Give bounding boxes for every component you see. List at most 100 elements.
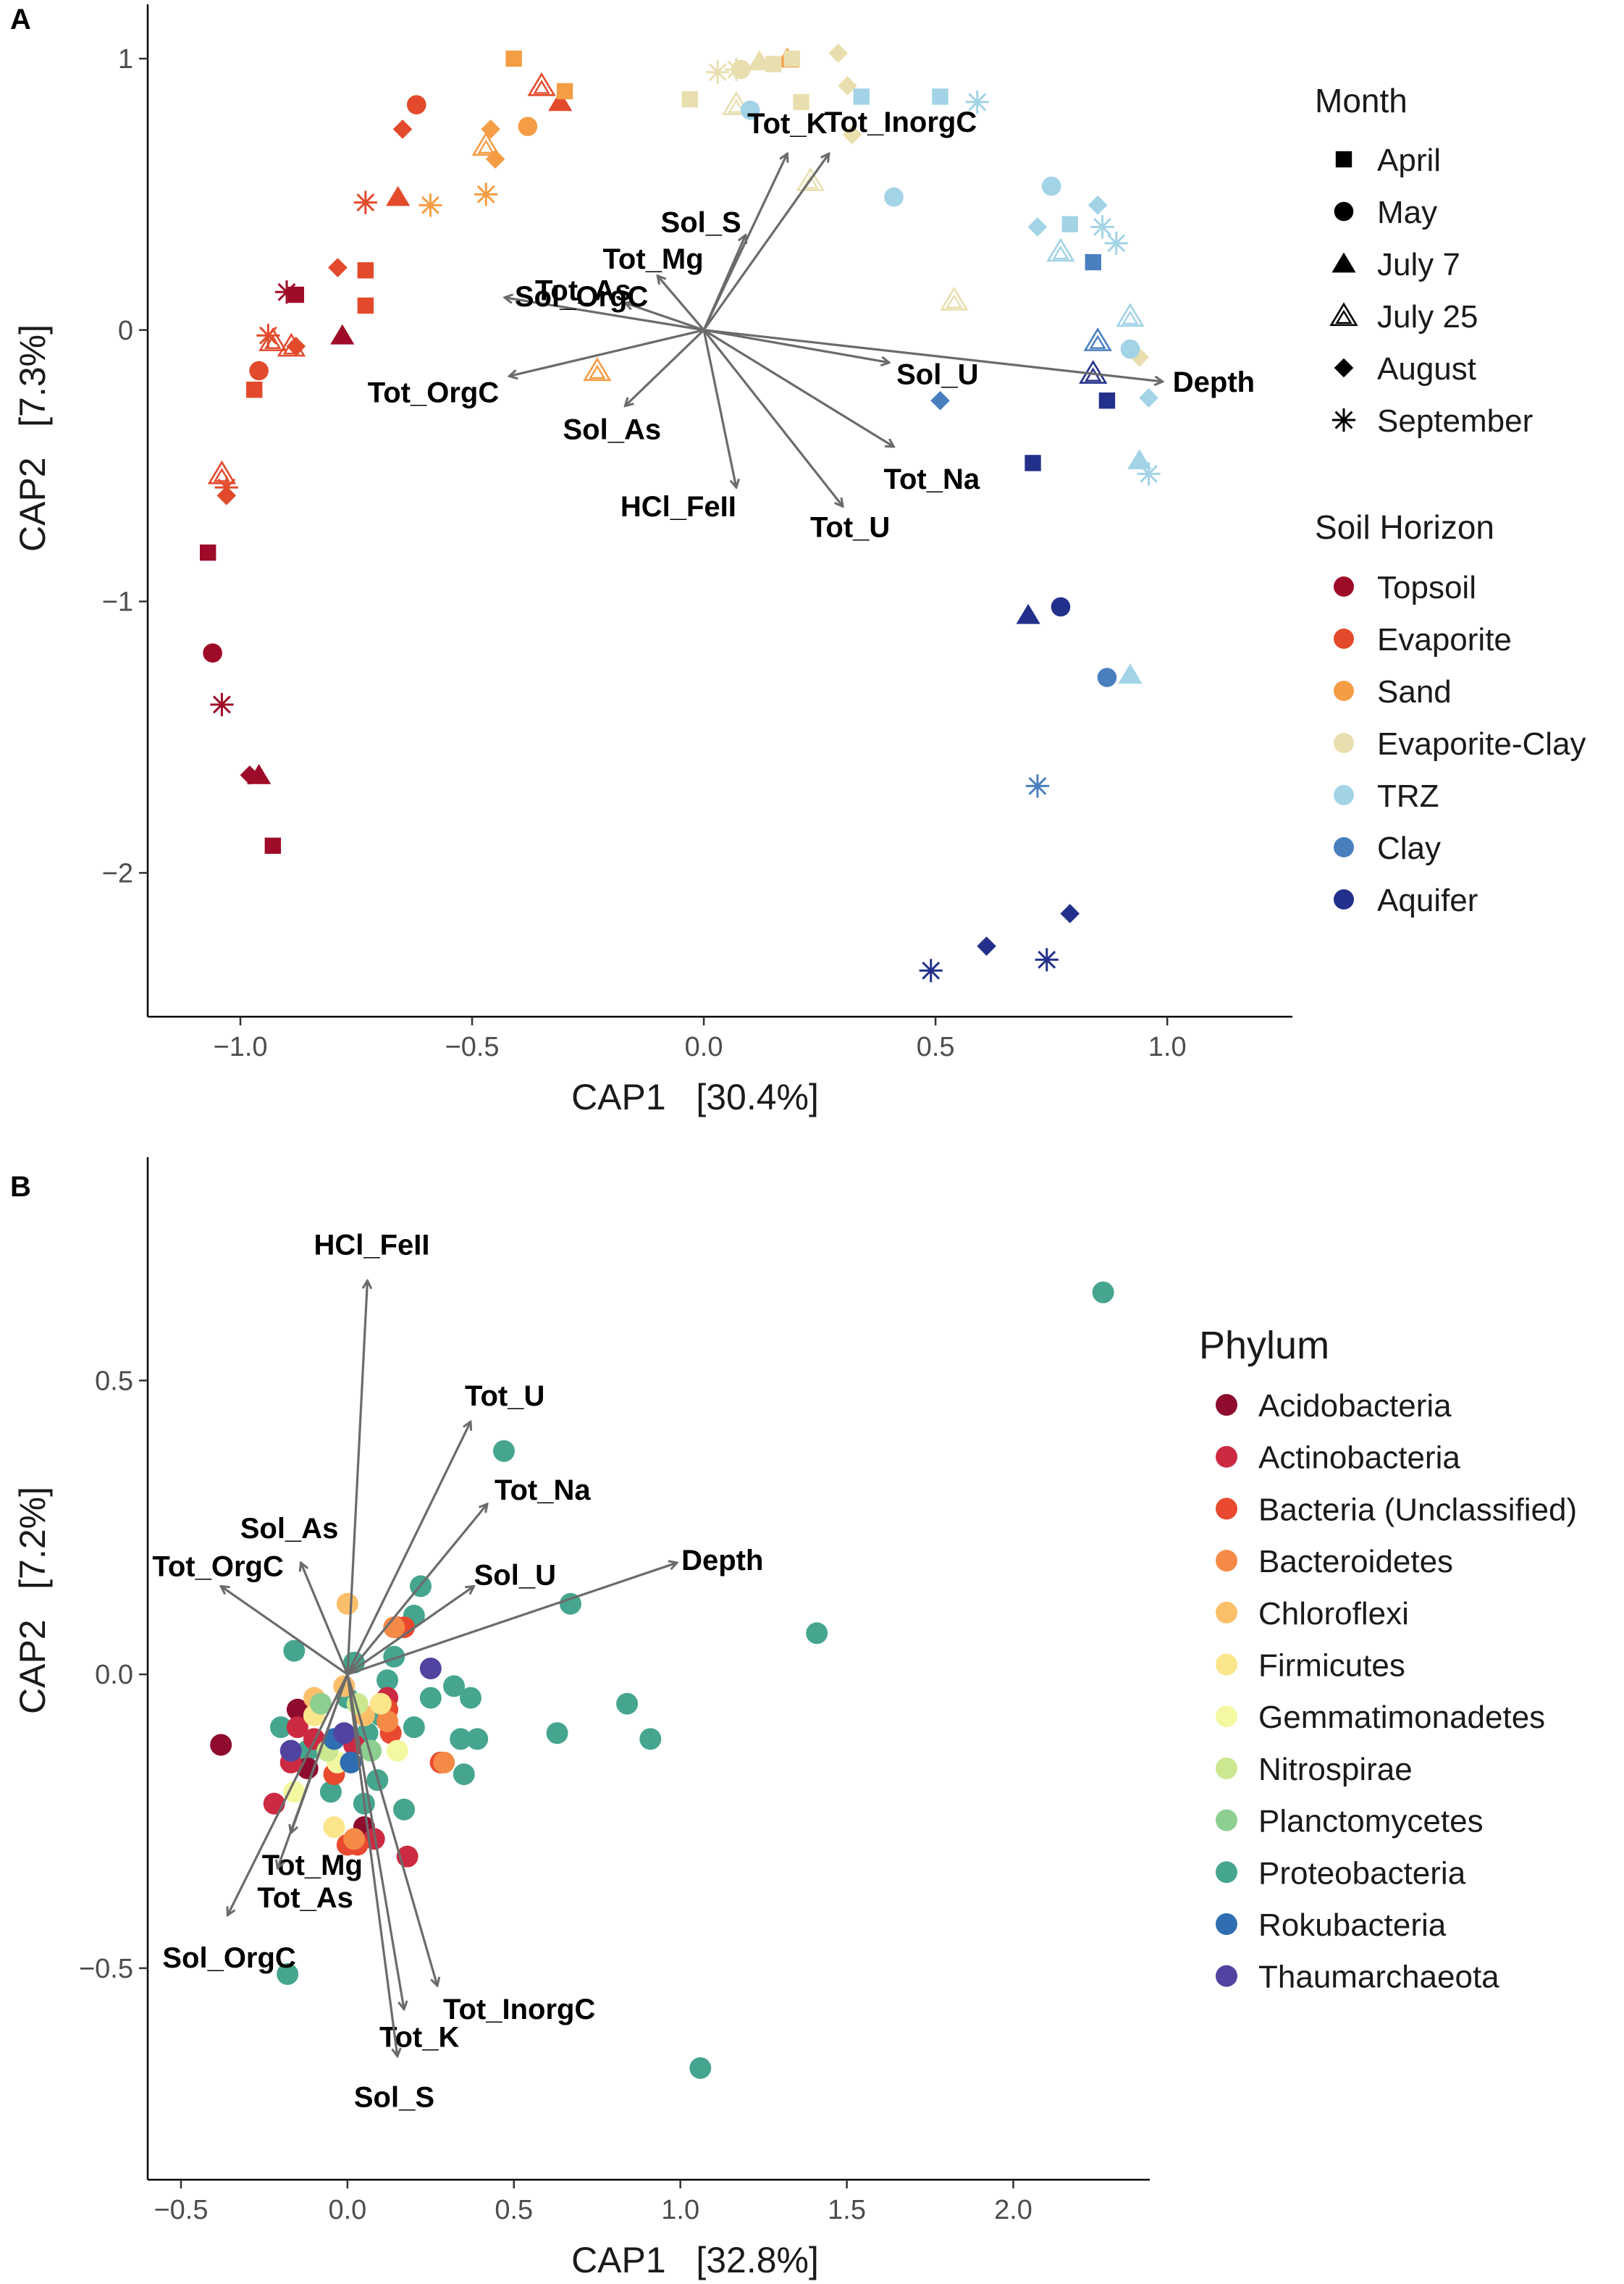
point-evaporite-july-25 [207, 460, 237, 484]
point-evaporite-clay-august [842, 125, 862, 145]
point-trz-july-7 [1127, 449, 1152, 469]
legend-key-firmicutes [1216, 1653, 1237, 1676]
point-evaporite-august [328, 258, 348, 277]
point-acidobacteria [286, 1698, 308, 1721]
y-tick-label: 0 [118, 316, 133, 346]
point-proteobacteria [393, 1798, 416, 1821]
point-sand-may [518, 117, 538, 136]
panel-b: B HCl_FeII Tot_U Tot_Na Sol_U Depth Sol_As Tot… [10, 1157, 1577, 2280]
point-clay-may [1097, 668, 1117, 687]
point-evaporite-may [249, 361, 269, 381]
point-proteobacteria [639, 1728, 662, 1750]
point-evaporite-clay-april [793, 93, 809, 111]
vector-arrow-sol-orgc [505, 298, 704, 332]
point-trz-august [1027, 217, 1048, 237]
y-tick-label: −1 [102, 587, 133, 618]
point-trz-august [1139, 388, 1158, 408]
legend-key-rokubacteria [1216, 1913, 1237, 1935]
point-bacteroidetes [383, 1616, 405, 1639]
legend-key-evaporite [1334, 629, 1354, 649]
vector-arrow-tot-na [703, 329, 893, 447]
legend-key-aquifer [1334, 889, 1354, 910]
phylum-legend-items: Acidobacteria Actinobacteria Bacteria (Unc… [1216, 1388, 1577, 1995]
legend-label-clay: Clay [1377, 831, 1441, 866]
point-evaporite-september [353, 190, 377, 214]
vector-label-depth: Depth [1173, 366, 1255, 398]
point-evaporite-clay-august [1129, 347, 1150, 367]
point-aquifer-august [977, 936, 996, 956]
point-sand-august [485, 149, 505, 169]
vector-label-sol-u: Sol_U [474, 1559, 556, 1591]
point-topsoil-july-7 [330, 324, 355, 345]
point-trz-august [1087, 196, 1108, 215]
point-evaporite-clay-april [783, 50, 800, 67]
vector-label-sol-as: Sol_As [563, 414, 661, 446]
panel-b-x-axis-title: CAP1 [32.8%] [571, 2240, 819, 2280]
legend-label-august: August [1377, 351, 1476, 387]
panel-a-points [200, 43, 1161, 983]
point-topsoil-april [200, 544, 216, 561]
legend-key-clay [1334, 837, 1354, 857]
legend-key-actinobacteria [1216, 1445, 1237, 1468]
point-clay-april [1085, 253, 1101, 271]
legend-label-july-7: July 7 [1377, 247, 1460, 282]
legend-key-topsoil [1334, 576, 1354, 597]
vector-label-tot-na: Tot_Na [495, 1474, 591, 1506]
point-evaporite-july-7 [548, 91, 573, 112]
vector-label-hcl-feii: HCl_FeII [314, 1229, 429, 1261]
point-thaumarchaeota [419, 1658, 442, 1679]
vector-arrow-sol-u [346, 1586, 474, 1676]
legend-label-firmicutes: Firmicutes [1258, 1648, 1405, 1684]
month-legend-items: April May July 7 July 25 August September [1329, 143, 1533, 439]
point-firmicutes [323, 1816, 345, 1839]
y-tick-label: −0.5 [79, 1954, 133, 1984]
legend-key-chloroflexi [1216, 1601, 1237, 1624]
vector-label-sol-as: Sol_As [240, 1513, 339, 1545]
point-proteobacteria [283, 1639, 306, 1662]
point-proteobacteria [453, 1763, 475, 1786]
legend-label-bacteria-unclassified: Bacteria (Unclassified) [1258, 1492, 1577, 1527]
month-legend-title: Month [1315, 82, 1408, 119]
point-sand-july-25 [471, 132, 500, 156]
point-evaporite-clay-august [838, 76, 857, 96]
point-aquifer-may [1051, 597, 1071, 617]
x-tick-label: 2.0 [994, 2195, 1032, 2225]
vector-arrow-sol-as [625, 329, 705, 406]
point-trz-july-25 [1116, 303, 1145, 327]
legend-label-gemmatimonadetes: Gemmatimonadetes [1258, 1700, 1545, 1735]
legend-label-proteobacteria: Proteobacteria [1258, 1855, 1466, 1891]
point-evaporite-clay-april [765, 56, 782, 72]
x-tick-label: 0.5 [917, 1032, 955, 1062]
point-evaporite-may [406, 95, 426, 114]
panel-b-points [210, 1281, 1114, 2079]
legend-key-bacteria-unclassified [1216, 1498, 1237, 1520]
legend-label-thaumarchaeota: Thaumarchaeota [1258, 1960, 1499, 1995]
vector-label-sol-s: Sol_S [661, 207, 741, 239]
point-evaporite-clay-july-25 [796, 167, 825, 191]
phylum-legend-title: Phylum [1199, 1324, 1329, 1367]
point-proteobacteria [319, 1781, 342, 1803]
x-tick-label: −0.5 [445, 1032, 500, 1062]
legend-label-rokubacteria: Rokubacteria [1258, 1907, 1447, 1943]
legend-key-april [1335, 151, 1352, 168]
vector-label-tot-inorgc: Tot_InorgC [825, 106, 977, 138]
point-topsoil-september [210, 692, 234, 717]
legend-key-planctomycetes [1216, 1809, 1237, 1831]
point-sand-july-25 [583, 357, 612, 382]
legend-key-thaumarchaeota [1216, 1965, 1237, 1987]
legend-key-nitrospirae [1216, 1757, 1237, 1779]
legend-key-may [1334, 201, 1354, 222]
point-proteobacteria [450, 1728, 472, 1750]
vector-arrow-hcl-feii [702, 329, 736, 487]
point-clay-august [930, 390, 950, 411]
point-proteobacteria [546, 1722, 568, 1745]
vector-arrow-depth [347, 1563, 677, 1676]
point-proteobacteria [403, 1716, 425, 1739]
point-evaporite-clay-september [706, 60, 730, 84]
point-evaporite-july-7 [386, 185, 411, 206]
vector-label-hcl-feii: HCl_FeII [620, 491, 736, 523]
vector-arrow-tot-inorgc [346, 1674, 437, 1986]
vector-arrow-sol-s [702, 235, 746, 331]
